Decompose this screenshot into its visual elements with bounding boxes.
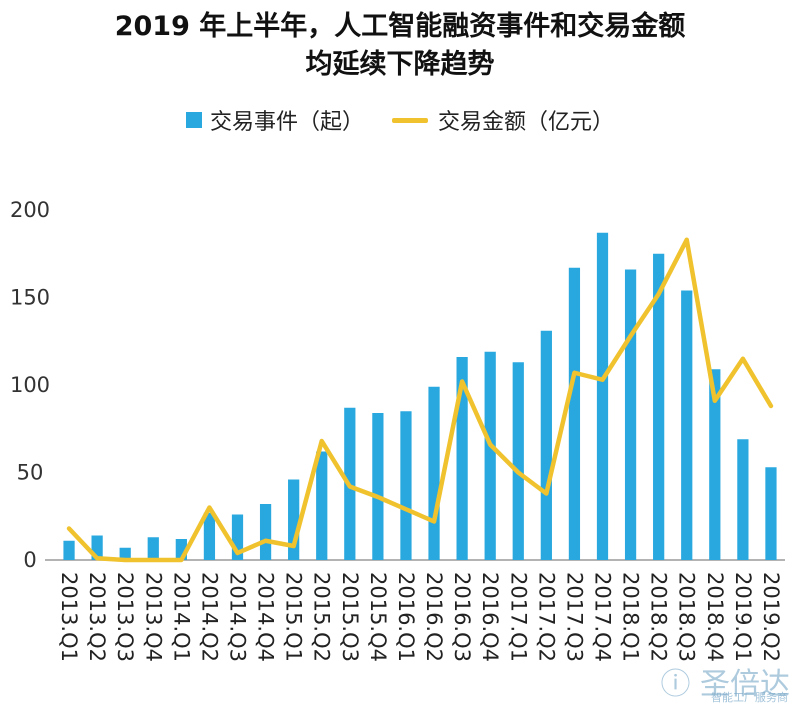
line-point-2013.Q2 xyxy=(95,556,99,560)
bar-2015.Q2 xyxy=(316,451,328,560)
bar-2018.Q3 xyxy=(681,290,693,560)
line-point-2019.Q1 xyxy=(741,357,745,361)
chart-title: 2019 年上半年，人工智能融资事件和交易金额 均延续下降趋势 xyxy=(0,8,800,84)
bar-2017.Q3 xyxy=(568,267,581,560)
bar-2013.Q2 xyxy=(91,535,103,560)
x-tick-label: 2014.Q1 xyxy=(169,572,193,662)
line-point-2017.Q3 xyxy=(572,371,576,375)
watermark-subtitle: 智能工厂服务商 xyxy=(711,691,788,704)
line-point-2018.Q2 xyxy=(657,292,661,296)
bar-2019.Q2 xyxy=(765,467,777,560)
line-series-amount xyxy=(66,237,774,563)
bar-2018.Q4 xyxy=(709,369,721,560)
x-tick-label: 2018.Q3 xyxy=(675,572,699,662)
x-tick-label: 2017.Q1 xyxy=(506,572,530,662)
x-tick-label: 2013.Q3 xyxy=(113,572,137,662)
line-point-2018.Q4 xyxy=(713,399,717,403)
line-point-2013.Q1 xyxy=(67,527,71,530)
line-point-2014.Q1 xyxy=(179,558,183,562)
bar-2017.Q1 xyxy=(512,362,524,560)
x-tick-label: 2018.Q4 xyxy=(703,572,727,662)
bar-2019.Q1 xyxy=(737,439,749,560)
y-tick-label: 150 xyxy=(10,286,50,310)
line-point-2013.Q4 xyxy=(151,558,155,562)
line-point-2015.Q4 xyxy=(376,495,380,499)
x-tick-label: 2013.Q2 xyxy=(85,572,109,662)
x-tick-label: 2018.Q1 xyxy=(619,572,643,662)
x-tick-label: 2017.Q2 xyxy=(534,572,558,662)
line-point-2014.Q3 xyxy=(236,551,239,555)
x-tick-label: 2016.Q1 xyxy=(394,572,418,662)
bar-2015.Q1 xyxy=(288,479,300,560)
bar-2016.Q3 xyxy=(456,357,468,560)
chart-title-line-1: 2019 年上半年，人工智能融资事件和交易金额 xyxy=(114,11,686,42)
line-point-2017.Q2 xyxy=(544,492,548,495)
x-tick-label: 2018.Q2 xyxy=(647,572,671,662)
line-point-2016.Q2 xyxy=(432,520,436,523)
legend-bar-swatch xyxy=(185,112,202,128)
bar-2014.Q2 xyxy=(203,512,216,560)
x-tick-label: 2013.Q1 xyxy=(57,572,81,662)
x-tick-label: 2019.Q2 xyxy=(759,572,783,662)
y-tick-label: 200 xyxy=(10,198,50,222)
watermark-logo: ⓘ 圣倍达 xyxy=(660,667,790,702)
x-tick-label: 2017.Q3 xyxy=(562,572,586,662)
bar-2015.Q4 xyxy=(372,413,384,560)
line-point-2013.Q3 xyxy=(123,558,127,562)
line-point-2016.Q3 xyxy=(460,380,464,383)
line-point-2017.Q1 xyxy=(516,471,520,474)
legend-item-bar: 交易事件（起） xyxy=(185,104,364,136)
x-tick-label: 2016.Q4 xyxy=(478,572,502,662)
x-tick-label: 2016.Q2 xyxy=(422,572,446,662)
line-point-2018.Q1 xyxy=(629,334,633,338)
legend-line-label: 交易金额（亿元） xyxy=(438,110,615,135)
x-tick-label: 2015.Q4 xyxy=(366,572,390,662)
bar-2016.Q4 xyxy=(484,351,496,560)
bar-2014.Q1 xyxy=(175,539,187,560)
bar-2018.Q2 xyxy=(653,253,665,560)
line-point-2016.Q1 xyxy=(404,507,408,511)
chart-legend: 交易事件（起） 交易金额（亿元） xyxy=(0,104,800,136)
bar-2013.Q1 xyxy=(63,540,75,560)
line-point-2016.Q4 xyxy=(488,443,492,446)
x-tick-label: 2014.Q3 xyxy=(226,572,250,662)
y-tick-label: 0 xyxy=(23,548,36,572)
x-tick-label: 2014.Q4 xyxy=(254,572,278,662)
legend-bar-label: 交易事件（起） xyxy=(209,110,364,135)
line-point-2017.Q4 xyxy=(601,378,604,382)
bar-2016.Q1 xyxy=(400,411,412,560)
x-tick-label: 2019.Q1 xyxy=(731,572,755,662)
bar-2013.Q4 xyxy=(147,537,159,560)
chart-title-line-2: 均延续下降趋势 xyxy=(305,49,495,80)
bar-2014.Q4 xyxy=(259,504,272,560)
bar-2017.Q2 xyxy=(540,330,552,560)
x-tick-label: 2015.Q1 xyxy=(282,572,306,662)
x-tick-label: 2015.Q3 xyxy=(338,572,362,662)
bar-2017.Q4 xyxy=(596,232,609,560)
x-tick-label: 2015.Q2 xyxy=(310,572,334,662)
x-tick-label: 2017.Q4 xyxy=(591,572,615,662)
bar-2018.Q1 xyxy=(624,269,637,560)
bar-2016.Q2 xyxy=(428,386,440,560)
bar-2013.Q3 xyxy=(119,547,131,560)
x-tick-label: 2014.Q2 xyxy=(197,572,221,662)
line-point-2014.Q2 xyxy=(207,506,211,509)
line-point-2015.Q3 xyxy=(348,485,352,488)
line-point-2019.Q2 xyxy=(769,404,773,408)
x-tick-label: 2016.Q3 xyxy=(450,572,474,662)
legend-item-line: 交易金额（亿元） xyxy=(392,104,614,136)
y-tick-label: 100 xyxy=(10,373,50,397)
y-tick-label: 50 xyxy=(17,461,44,485)
line-point-2015.Q2 xyxy=(320,439,324,443)
x-tick-label: 2013.Q4 xyxy=(141,572,165,662)
bar-2014.Q3 xyxy=(231,514,244,560)
legend-line-swatch xyxy=(392,117,428,123)
line-point-2018.Q3 xyxy=(685,238,689,242)
line-point-2014.Q4 xyxy=(264,539,268,543)
line-point-2015.Q1 xyxy=(292,544,296,548)
